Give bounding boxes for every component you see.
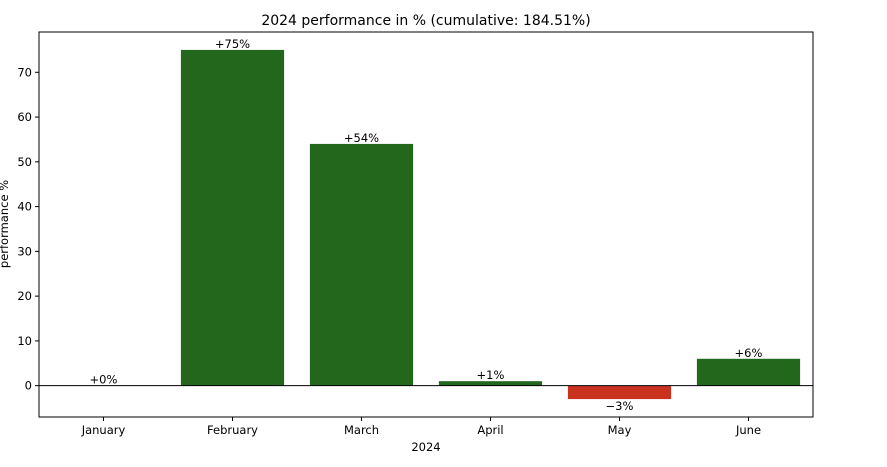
y-tick-label: 10	[17, 334, 32, 348]
y-tick-label: 20	[17, 289, 32, 303]
y-tick-label: 70	[17, 65, 32, 79]
data-label-june: +6%	[735, 346, 763, 360]
chart-title: 2024 performance in % (cumulative: 184.5…	[261, 13, 590, 29]
x-tick-label-may: May	[608, 423, 632, 437]
plot-frame	[38, 31, 814, 418]
y-tick-label: 0	[25, 379, 32, 393]
data-label-february: +75%	[215, 37, 250, 51]
y-tick-label: 50	[17, 155, 32, 169]
bar-may	[567, 385, 672, 400]
data-label-april: +1%	[477, 368, 505, 382]
bar-april	[438, 381, 543, 386]
bar-june	[696, 358, 801, 386]
x-axis: January February March April May June	[81, 417, 761, 437]
x-tick-label-june: June	[735, 423, 761, 437]
y-axis: 0 10 20 30 40 50 60 70	[17, 65, 39, 393]
data-labels-group: +0% +75% +54% +1% −3% +6%	[90, 37, 763, 413]
y-tick-label: 30	[17, 244, 32, 258]
y-tick-label: 60	[17, 110, 32, 124]
data-label-may: −3%	[606, 399, 634, 413]
x-tick-label-january: January	[81, 423, 126, 437]
data-label-march: +54%	[344, 131, 379, 145]
x-tick-label-march: March	[344, 423, 379, 437]
x-tick-label-april: April	[477, 423, 503, 437]
y-axis-label: performance %	[0, 180, 11, 268]
bars-group	[180, 49, 801, 400]
y-tick-label: 40	[17, 200, 32, 214]
bar-march	[309, 143, 414, 386]
data-label-january: +0%	[90, 373, 118, 387]
x-tick-label-february: February	[207, 423, 258, 437]
bar-february	[180, 49, 285, 386]
x-axis-label: 2024	[411, 440, 440, 454]
